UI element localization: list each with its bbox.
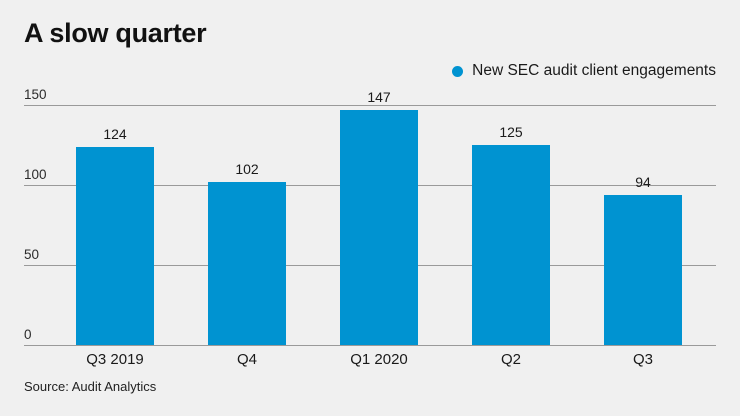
legend-dot-icon bbox=[452, 65, 464, 77]
x-tick-label-q4: Q4 bbox=[236, 351, 257, 368]
y-tick-label-50: 50 bbox=[24, 247, 40, 262]
value-label-147: 147 bbox=[367, 88, 391, 105]
legend-label: New SEC audit client engagements bbox=[472, 62, 716, 79]
chart-title: A slow quarter bbox=[24, 18, 207, 48]
legend: New SEC audit client engagements bbox=[452, 62, 716, 80]
y-tick-label-100: 100 bbox=[24, 167, 47, 182]
bar-q3 bbox=[604, 194, 682, 345]
gridline-0 bbox=[24, 345, 716, 346]
bar-q2 bbox=[472, 145, 550, 345]
bar-q4 bbox=[208, 181, 286, 345]
value-label-102: 102 bbox=[235, 160, 259, 177]
bar-q1-2020 bbox=[340, 109, 418, 345]
x-tick-label-q3: Q3 bbox=[632, 351, 653, 368]
value-label-124: 124 bbox=[103, 125, 127, 142]
gridline-150 bbox=[24, 105, 716, 106]
x-tick-label-q2: Q2 bbox=[500, 351, 521, 368]
y-tick-label-150: 150 bbox=[24, 87, 47, 102]
value-label-94: 94 bbox=[635, 173, 651, 190]
y-tick-label-0: 0 bbox=[24, 327, 32, 342]
bar-q3-2019 bbox=[76, 146, 154, 345]
value-label-125: 125 bbox=[499, 124, 523, 140]
x-tick-label-q1-2020: Q1 2020 bbox=[350, 351, 408, 368]
source-note: Source: Audit Analytics bbox=[24, 379, 157, 394]
x-tick-label-q3-2019: Q3 2019 bbox=[86, 351, 144, 368]
